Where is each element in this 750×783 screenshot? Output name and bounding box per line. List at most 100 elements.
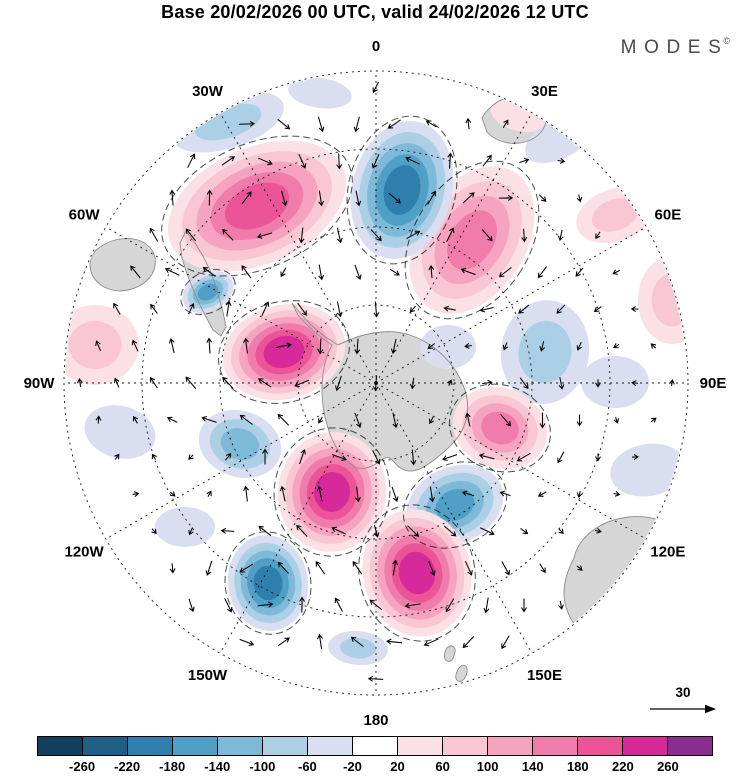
anomaly-positive <box>576 186 654 244</box>
wind-arrow <box>613 490 621 497</box>
wind-arrow <box>462 636 475 649</box>
meridian-line <box>375 382 647 540</box>
wind-arrow <box>447 152 454 169</box>
wind-arrow <box>409 305 416 313</box>
wind-arrow <box>428 264 435 279</box>
coast-new-zealand-north-island <box>443 645 456 662</box>
anomaly-ring <box>253 565 283 601</box>
wind-arrow <box>519 157 530 164</box>
wind-arrow <box>168 338 175 354</box>
wind-arrow <box>447 379 453 386</box>
wind-arrow <box>261 301 270 317</box>
coast-south-america-pampas <box>89 238 156 292</box>
anomaly-ring <box>197 283 219 301</box>
wind-arrow <box>373 301 380 318</box>
wind-arrow <box>425 120 437 128</box>
wind-arrow <box>239 563 254 573</box>
wind-arrow <box>630 306 639 312</box>
wind-arrow <box>502 342 509 351</box>
wind-arrow <box>114 453 120 460</box>
colorbar-cell <box>38 737 83 755</box>
wind-arrow <box>187 153 196 168</box>
wind-arrow <box>576 565 583 571</box>
wind-arrow <box>538 194 547 202</box>
wind-arrow <box>335 375 342 392</box>
wind-arrow <box>482 154 492 167</box>
wind-arrow <box>650 343 657 349</box>
wind-arrow <box>576 414 583 427</box>
wind-arrow <box>367 675 384 682</box>
wind-arrow <box>317 338 324 355</box>
wind-arrow <box>151 453 157 460</box>
wind-arrow <box>443 305 456 312</box>
wind-arrow <box>389 268 400 276</box>
wind-arrow <box>464 343 472 349</box>
wind-arrow <box>354 264 362 280</box>
streamfunction-contour <box>449 383 551 473</box>
streamfunction-contour <box>358 504 476 642</box>
wind-arrow <box>185 228 197 242</box>
anomaly-positive <box>638 256 687 344</box>
wind-arrow <box>95 340 102 351</box>
meridian-line <box>375 382 533 654</box>
wind-arrow <box>391 486 399 503</box>
wind-arrow <box>410 449 417 466</box>
wind-arrow <box>355 486 361 503</box>
wind-arrow <box>166 416 178 423</box>
wind-arrow <box>164 267 180 276</box>
anomaly-ring <box>220 428 260 460</box>
wind-arrow <box>318 190 324 207</box>
anomaly-ring <box>263 335 305 369</box>
wind-arrow <box>150 303 158 314</box>
wind-arrow <box>409 377 416 390</box>
colorbar-tick-label: 100 <box>476 759 499 774</box>
wind-arrow <box>386 638 403 645</box>
colorbar-cell <box>173 737 218 755</box>
wind-arrow <box>539 563 546 574</box>
wind-arrow <box>372 375 379 392</box>
wind-arrow <box>239 414 253 425</box>
colorbar-tick-label: 260 <box>657 759 679 774</box>
streamfunction-contour <box>346 115 458 265</box>
wind-arrow <box>202 267 216 277</box>
anomaly-negative <box>350 121 454 259</box>
wind-arrow <box>464 412 471 427</box>
wind-arrow <box>296 524 308 537</box>
wind-arrow <box>257 157 273 166</box>
colorbar-cell <box>128 737 173 755</box>
wind-arrow <box>557 158 566 164</box>
wind-arrow <box>519 377 529 390</box>
wind-arrow <box>429 486 435 503</box>
modes-logo-copyright-mark: © <box>723 36 730 46</box>
wind-arrow <box>201 416 217 423</box>
colorbar-tick-label: -100 <box>249 759 276 774</box>
wind-arrow <box>423 638 439 647</box>
wind-arrow <box>205 560 213 576</box>
wind-arrow <box>297 302 307 316</box>
wind-arrow <box>442 454 458 461</box>
wind-arrow <box>595 379 601 388</box>
wind-arrow <box>354 338 361 355</box>
wind-arrow <box>221 156 236 166</box>
wind-arrow <box>392 412 399 429</box>
wind-arrow <box>650 417 657 423</box>
wind-arrow <box>427 343 436 350</box>
meridian-line <box>375 226 647 384</box>
wind-arrow <box>317 116 325 133</box>
lon-label-90W: 90W <box>24 375 56 392</box>
parallel-circle <box>63 70 689 696</box>
wind-arrow <box>280 267 287 278</box>
land-new-zealand-north-island <box>444 645 456 662</box>
wind-arrow <box>243 337 249 354</box>
wind-arrow <box>520 528 529 535</box>
modes-logo-text: MODES <box>620 37 729 58</box>
colorbar-cell <box>353 737 398 755</box>
wind-arrow <box>318 416 324 424</box>
wind-arrow <box>499 490 511 497</box>
colorbar-cell <box>83 737 128 755</box>
anomaly-ring <box>591 198 639 232</box>
wind-arrow <box>277 118 291 130</box>
wind-arrow <box>257 378 272 388</box>
wind-arrow <box>131 339 139 352</box>
